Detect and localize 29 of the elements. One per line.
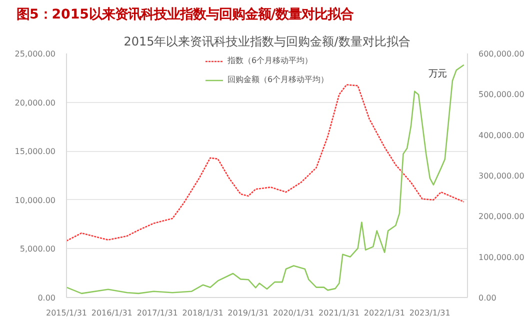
y-tick-label: 10,000.00 bbox=[14, 196, 56, 205]
x-tick-label: 2015/1/31 bbox=[46, 308, 88, 318]
y2-tick-label: 0.00 bbox=[478, 294, 496, 302]
x-tick-label: 2018/1/31 bbox=[182, 308, 224, 318]
x-tick-label: 2019/1/31 bbox=[228, 308, 269, 318]
x-tick-label: 2021/1/31 bbox=[318, 308, 360, 318]
x-tick-label: 2022/1/31 bbox=[364, 308, 405, 318]
chart-subtitle: 2015年以来资讯科技业指数与回购金额/数量对比拟合 bbox=[124, 34, 410, 48]
y2-tick-label: 300,000.00 bbox=[478, 172, 524, 180]
line-series bbox=[66, 84, 465, 242]
legend-label: 指数（6个月移动平均） bbox=[227, 55, 313, 66]
y2-tick-label: 400,000.00 bbox=[478, 130, 524, 140]
annotation: 万元 bbox=[428, 68, 446, 80]
chart-title: 图5：2015以来资讯科技业指数与回购金额/数量对比拟合 bbox=[16, 6, 355, 22]
y-tick-label: 20,000.00 bbox=[14, 98, 56, 108]
x-tick-label: 2023/1/31 bbox=[409, 308, 450, 318]
y2-tick-label: 600,000.00 bbox=[478, 50, 524, 58]
y2-tick-label: 100,000.00 bbox=[478, 252, 524, 262]
x-tick-label: 2017/1/31 bbox=[136, 308, 178, 318]
y2-tick-label: 500,000.00 bbox=[478, 90, 524, 100]
legend-label: 回购金额（6个月移动平均） bbox=[227, 74, 329, 85]
y-tick-label: 5,000.00 bbox=[20, 244, 56, 254]
y-tick-label: 25,000.00 bbox=[14, 50, 56, 58]
y2-tick-label: 200,000.00 bbox=[478, 212, 524, 222]
y-tick-label: 0.00 bbox=[38, 294, 56, 302]
x-tick-label: 2020/1/31 bbox=[273, 308, 314, 318]
line-series bbox=[66, 64, 465, 294]
y-tick-label: 15,000.00 bbox=[14, 147, 56, 156]
x-tick-label: 2016/1/31 bbox=[91, 308, 132, 318]
